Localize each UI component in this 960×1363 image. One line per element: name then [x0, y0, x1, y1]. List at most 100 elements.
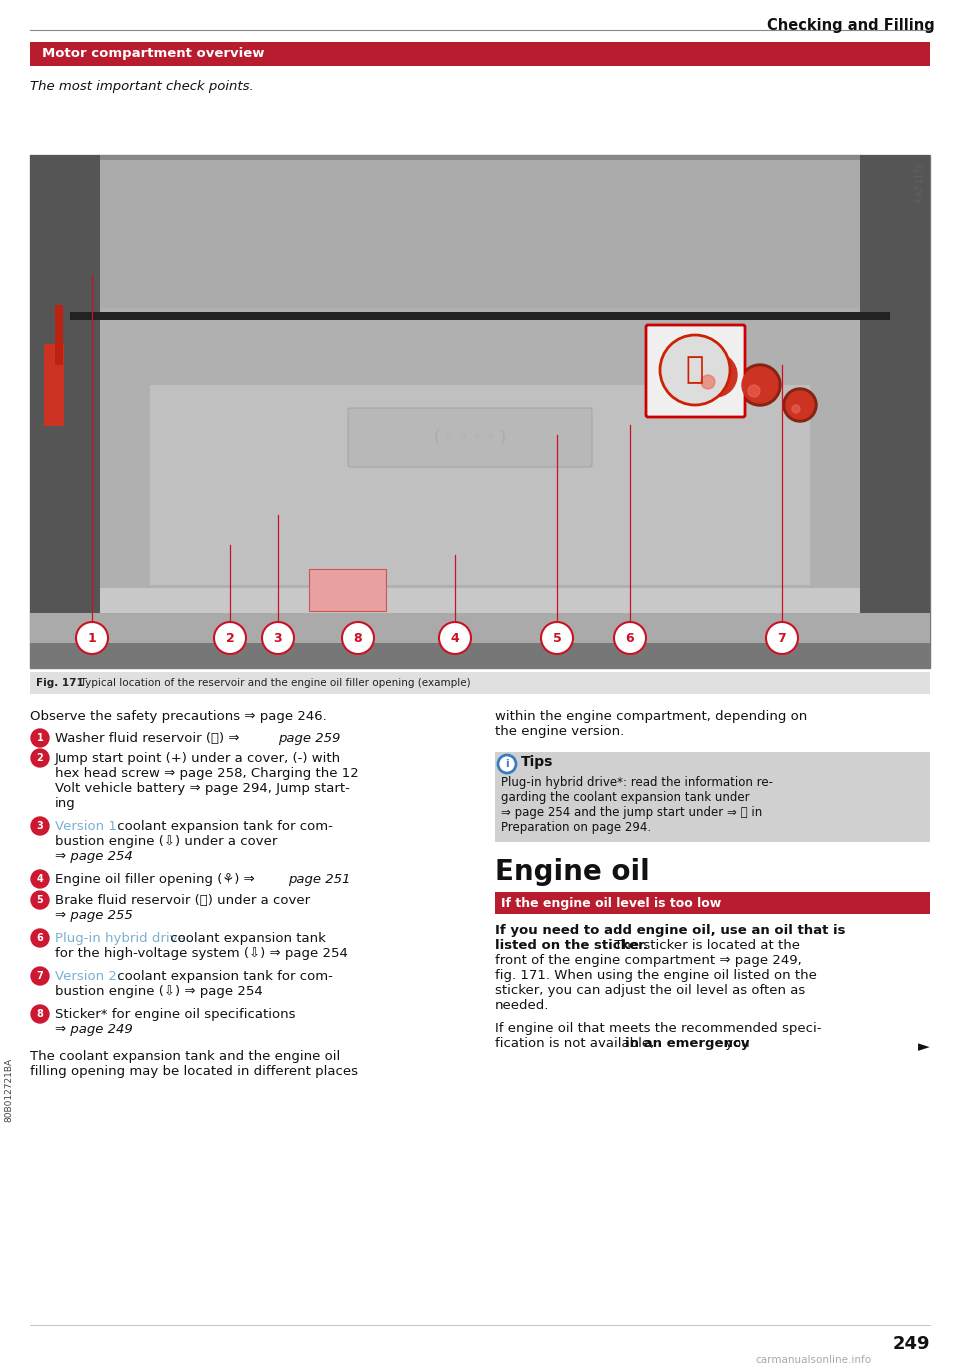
- Text: 8: 8: [36, 1009, 43, 1020]
- FancyBboxPatch shape: [495, 891, 930, 915]
- Text: fig. 171. When using the engine oil listed on the: fig. 171. When using the engine oil list…: [495, 969, 817, 981]
- Text: coolant expansion tank for com-: coolant expansion tank for com-: [113, 970, 333, 983]
- Circle shape: [739, 364, 781, 406]
- Text: for the high-voltage system (⇩) ⇒ page 254: for the high-voltage system (⇩) ⇒ page 2…: [55, 947, 348, 960]
- Text: sticker, you can adjust the oil level as often as: sticker, you can adjust the oil level as…: [495, 984, 805, 996]
- Text: 3: 3: [274, 631, 282, 645]
- Text: 2: 2: [226, 631, 234, 645]
- Circle shape: [439, 622, 471, 654]
- Circle shape: [31, 891, 49, 909]
- Text: ( ◦ ◦ ◦ ◦ ): ( ◦ ◦ ◦ ◦ ): [434, 429, 506, 444]
- Text: 4: 4: [450, 631, 460, 645]
- Text: listed on the sticker.: listed on the sticker.: [495, 939, 648, 951]
- Text: ing: ing: [55, 797, 76, 810]
- Text: Plug-in hybrid drive:: Plug-in hybrid drive:: [55, 932, 190, 945]
- Circle shape: [31, 966, 49, 985]
- Text: 5: 5: [553, 631, 562, 645]
- Circle shape: [31, 750, 49, 767]
- Text: coolant expansion tank: coolant expansion tank: [166, 932, 325, 945]
- Text: 80B012721BA: 80B012721BA: [5, 1058, 13, 1122]
- Text: filling opening may be located in different places: filling opening may be located in differ…: [30, 1065, 358, 1078]
- Circle shape: [614, 622, 646, 654]
- Text: ⇒ page 249: ⇒ page 249: [55, 1024, 132, 1036]
- Text: coolant expansion tank for com-: coolant expansion tank for com-: [113, 821, 333, 833]
- Circle shape: [214, 622, 246, 654]
- Text: 2: 2: [36, 752, 43, 763]
- Text: 4: 4: [36, 874, 43, 885]
- Text: Washer fluid reservoir (⛽) ⇒: Washer fluid reservoir (⛽) ⇒: [55, 732, 244, 746]
- FancyBboxPatch shape: [646, 324, 745, 417]
- Circle shape: [660, 335, 730, 405]
- Text: The coolant expansion tank and the engine oil: The coolant expansion tank and the engin…: [30, 1050, 340, 1063]
- Circle shape: [342, 622, 374, 654]
- Text: If you need to add engine oil, use an oil that is: If you need to add engine oil, use an oi…: [495, 924, 846, 936]
- Text: bustion engine (⇩) under a cover: bustion engine (⇩) under a cover: [55, 836, 277, 848]
- Text: in an emergency: in an emergency: [625, 1037, 750, 1050]
- Text: Sticker* for engine oil specifications: Sticker* for engine oil specifications: [55, 1009, 296, 1021]
- Circle shape: [31, 930, 49, 947]
- Text: ⇒ page 254 and the jump start under ⇒ ⓘ in: ⇒ page 254 and the jump start under ⇒ ⓘ …: [501, 806, 762, 819]
- Text: Version 2:: Version 2:: [55, 970, 121, 983]
- Text: Engine oil filler opening (⚘) ⇒: Engine oil filler opening (⚘) ⇒: [55, 872, 259, 886]
- Circle shape: [766, 622, 798, 654]
- Text: Fig. 171: Fig. 171: [36, 677, 84, 688]
- Circle shape: [690, 350, 740, 399]
- Text: fication is not available,: fication is not available,: [495, 1037, 659, 1050]
- Circle shape: [786, 391, 814, 418]
- Text: A.AZ 1173: A.AZ 1173: [916, 164, 925, 203]
- Text: Jump start point (+) under a cover, (-) with: Jump start point (+) under a cover, (-) …: [55, 752, 341, 765]
- Text: Version 1:: Version 1:: [55, 821, 121, 833]
- FancyBboxPatch shape: [44, 343, 64, 427]
- FancyBboxPatch shape: [30, 155, 930, 668]
- Text: Preparation on page 294.: Preparation on page 294.: [501, 821, 651, 834]
- FancyBboxPatch shape: [30, 613, 930, 668]
- Text: 7: 7: [36, 970, 43, 981]
- Text: the engine version.: the engine version.: [495, 725, 624, 737]
- Circle shape: [783, 388, 817, 423]
- Text: page 251: page 251: [288, 872, 350, 886]
- FancyBboxPatch shape: [30, 155, 930, 335]
- FancyBboxPatch shape: [30, 643, 930, 668]
- Text: 249: 249: [893, 1334, 930, 1353]
- Text: Engine oil: Engine oil: [495, 857, 650, 886]
- Circle shape: [701, 375, 715, 388]
- Text: hex head screw ⇒ page 258, Charging the 12: hex head screw ⇒ page 258, Charging the …: [55, 767, 359, 780]
- Text: needed.: needed.: [495, 999, 549, 1011]
- FancyBboxPatch shape: [309, 568, 386, 611]
- Text: within the engine compartment, depending on: within the engine compartment, depending…: [495, 710, 807, 722]
- Text: ►: ►: [919, 1039, 930, 1054]
- Text: Motor compartment overview: Motor compartment overview: [42, 48, 265, 60]
- Text: Checking and Filling: Checking and Filling: [767, 18, 935, 33]
- Text: 3: 3: [36, 821, 43, 831]
- Circle shape: [31, 1005, 49, 1024]
- Text: 1: 1: [36, 733, 43, 743]
- Text: page 259: page 259: [278, 732, 341, 746]
- Text: i: i: [505, 759, 509, 769]
- Text: Typical location of the reservoir and the engine oil filler opening (example): Typical location of the reservoir and th…: [74, 677, 470, 688]
- Text: The most important check points.: The most important check points.: [30, 80, 253, 93]
- FancyBboxPatch shape: [70, 312, 890, 320]
- Text: The sticker is located at the: The sticker is located at the: [610, 939, 800, 951]
- FancyBboxPatch shape: [30, 672, 930, 694]
- FancyBboxPatch shape: [30, 42, 930, 65]
- Text: you: you: [721, 1037, 750, 1050]
- Text: bustion engine (⇩) ⇒ page 254: bustion engine (⇩) ⇒ page 254: [55, 985, 263, 998]
- Text: Tips: Tips: [521, 755, 553, 769]
- Text: ⇒ page 255: ⇒ page 255: [55, 909, 132, 921]
- Text: Volt vehicle battery ⇒ page 294, Jump start-: Volt vehicle battery ⇒ page 294, Jump st…: [55, 782, 349, 795]
- Text: ✋: ✋: [685, 356, 704, 384]
- Text: Plug-in hybrid drive*: read the information re-: Plug-in hybrid drive*: read the informat…: [501, 776, 773, 789]
- Text: ⇒ page 254: ⇒ page 254: [55, 851, 132, 863]
- FancyBboxPatch shape: [40, 159, 920, 330]
- Circle shape: [31, 870, 49, 889]
- Text: 8: 8: [353, 631, 362, 645]
- Text: 5: 5: [36, 895, 43, 905]
- Circle shape: [262, 622, 294, 654]
- Circle shape: [498, 755, 516, 773]
- Text: 7: 7: [778, 631, 786, 645]
- Text: front of the engine compartment ⇒ page 249,: front of the engine compartment ⇒ page 2…: [495, 954, 802, 966]
- FancyBboxPatch shape: [55, 305, 63, 365]
- FancyBboxPatch shape: [860, 155, 930, 617]
- Text: Brake fluid reservoir (ⓞ) under a cover: Brake fluid reservoir (ⓞ) under a cover: [55, 894, 310, 906]
- Text: 6: 6: [626, 631, 635, 645]
